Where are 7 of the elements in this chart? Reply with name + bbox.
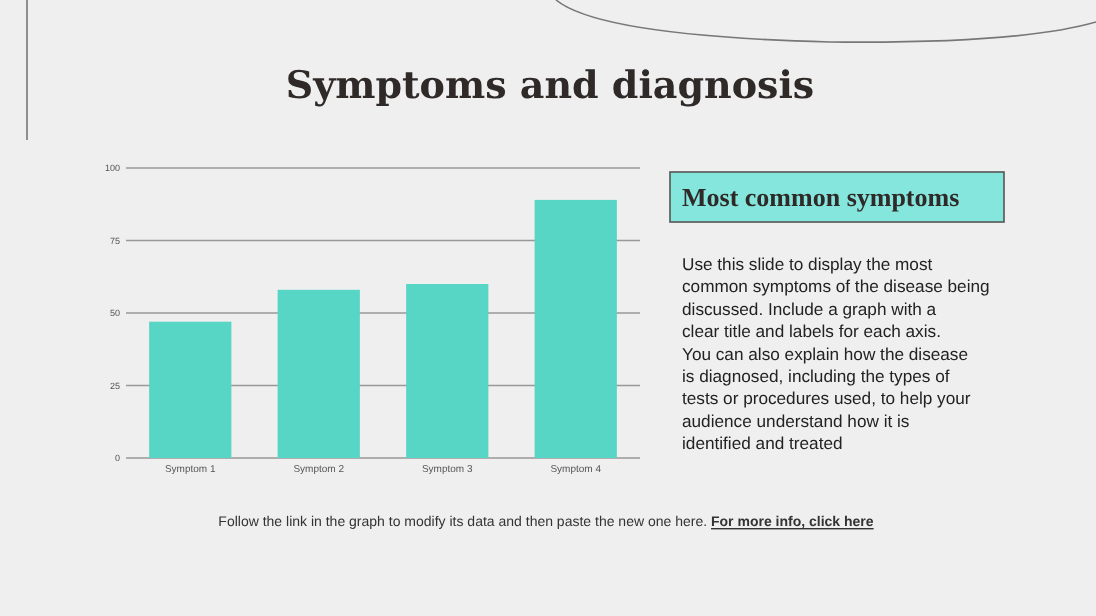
text: Most common symptoms <box>682 182 960 212</box>
bar <box>406 284 489 458</box>
bar <box>149 321 232 458</box>
bar <box>534 199 617 458</box>
chart-title: Symptoms and diagnosis <box>285 64 815 108</box>
bar <box>277 289 360 458</box>
text: Use this slide to display the most common symptoms of the disease being discussed. Include a graph with a clear title and labels for each axis. You can also explain how the disease is diagnosed, including the types of tests or procedures used, to help your audience understand how it is identified and treated <box>682 254 990 454</box>
